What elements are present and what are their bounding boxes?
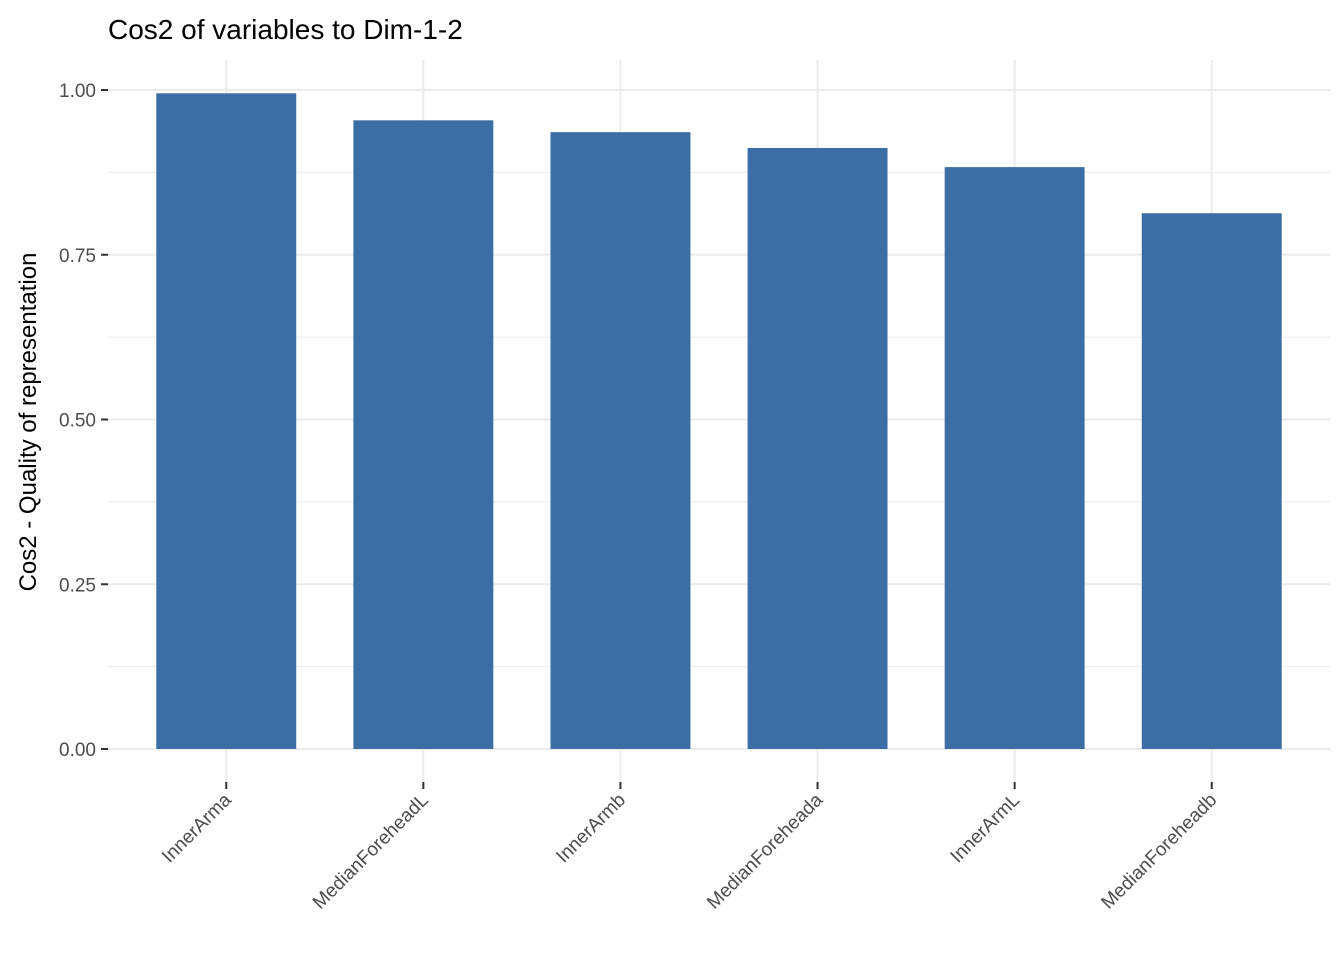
x-tick-label: MedianForeheadL bbox=[309, 790, 433, 914]
bar-InnerArma bbox=[156, 93, 297, 750]
y-tick-label: 0.50 bbox=[59, 411, 96, 432]
x-tick-label: InnerArma bbox=[158, 789, 236, 867]
x-tick-label: MedianForeheada bbox=[703, 789, 827, 913]
bar-MedianForeheadb bbox=[1141, 213, 1282, 749]
y-tick-label: 0.00 bbox=[59, 740, 96, 761]
y-tick-label: 1.00 bbox=[59, 81, 96, 102]
y-tick-label: 0.75 bbox=[59, 246, 96, 267]
bar-InnerArmL bbox=[944, 167, 1085, 749]
bar-InnerArmb bbox=[550, 132, 691, 749]
x-tick-label: InnerArmL bbox=[947, 790, 1025, 868]
y-axis-label: Cos2 - Quality of representation bbox=[15, 253, 42, 592]
bar-MedianForeheadL bbox=[353, 120, 494, 749]
chart-title: Cos2 of variables to Dim-1-2 bbox=[108, 14, 463, 45]
x-tick-label: MedianForeheadb bbox=[1097, 790, 1221, 914]
x-tick-label: InnerArmb bbox=[552, 790, 630, 868]
bar-MedianForeheada bbox=[747, 147, 888, 749]
y-tick-label: 0.25 bbox=[59, 575, 96, 596]
bars bbox=[156, 93, 1282, 750]
